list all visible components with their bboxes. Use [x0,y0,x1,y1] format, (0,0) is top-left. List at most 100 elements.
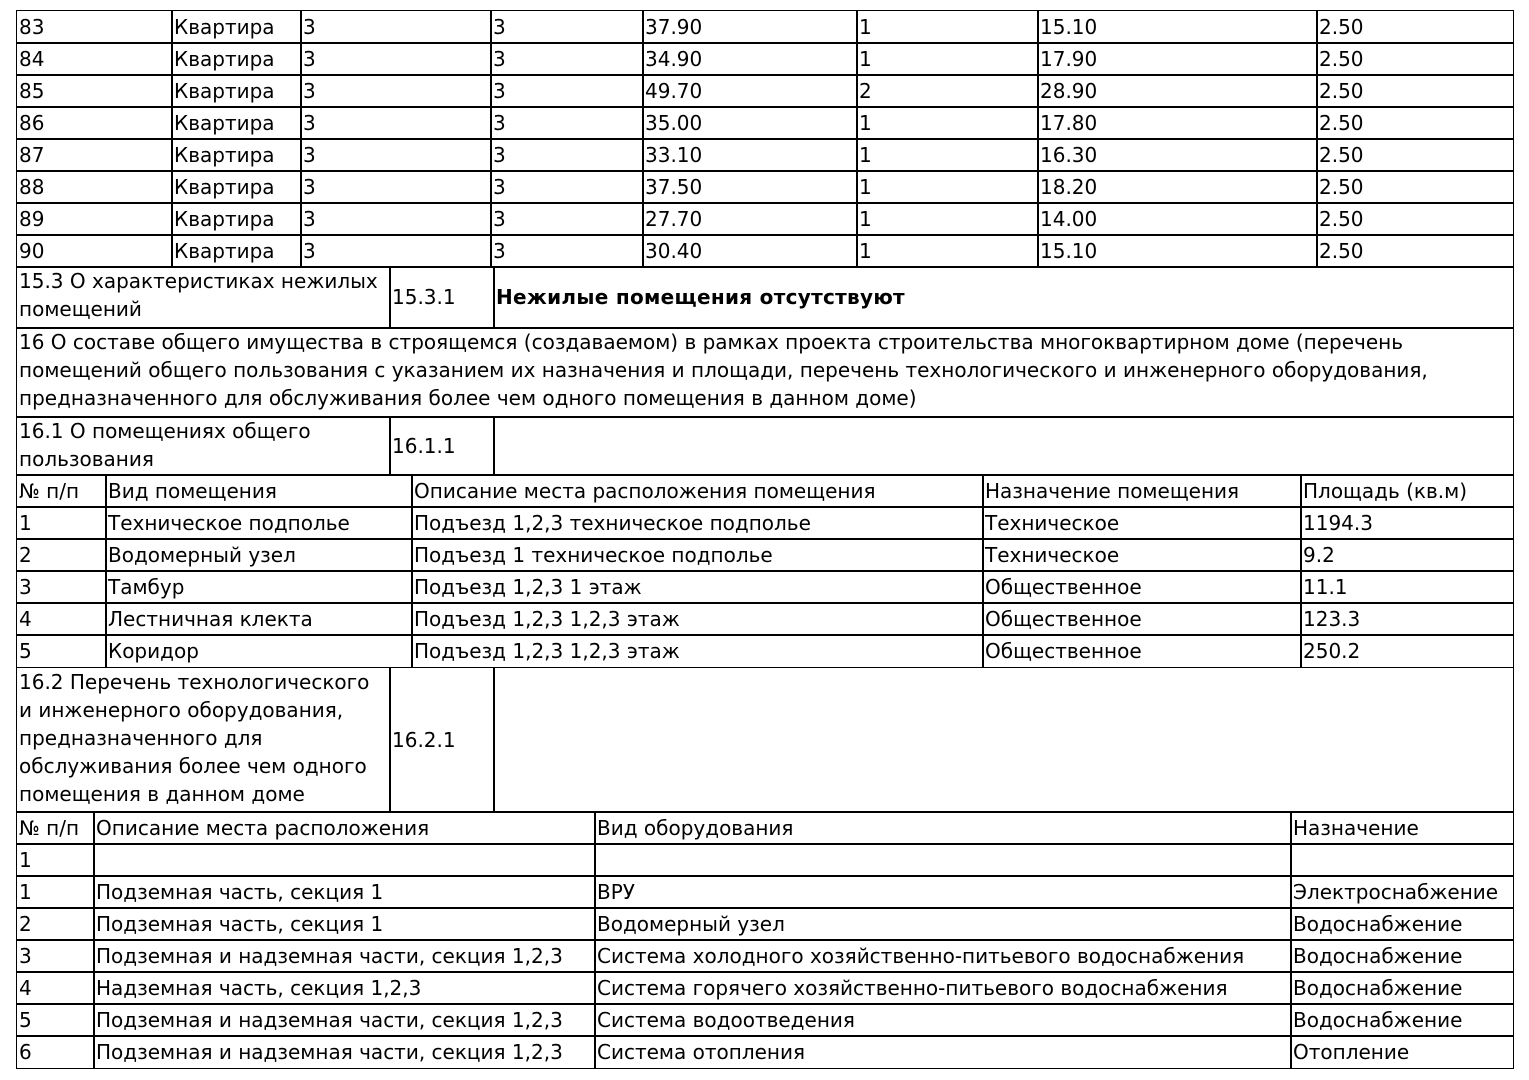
cell-text: Общественное [985,606,1142,631]
cell-text: Система холодного хозяйственно-питьевого… [597,943,1245,968]
table-cell: Водомерный узел [594,907,1292,941]
cell-text: 37.50 [645,174,703,199]
table-cell: 3 [300,234,492,268]
cell-text: Подъезд 1,2,3 1,2,3 этаж [414,606,680,631]
table-cell: 90 [16,234,173,268]
section-code: 16.1.1 [389,416,495,476]
cell-text: 3 [303,14,316,39]
cell-text: 1 [19,879,32,904]
cell-text: 5 [19,1007,32,1032]
cell-text: 85 [19,78,45,103]
table-cell: 86 [16,106,173,140]
section-code: 16.2.1 [389,667,495,813]
table-cell: 88 [16,170,173,204]
table-cell: Водоснабжение [1290,971,1514,1005]
table-cell: 16.30 [1037,138,1318,172]
table-cell: 85 [16,74,173,108]
cell-text: Общественное [985,638,1142,663]
table-cell: Надземная часть, секция 1,2,3 [93,971,596,1005]
table-cell: Лестничная клекта [105,602,413,636]
table-cell: Квартира [171,202,302,236]
cell-text: 35.00 [645,110,703,135]
cell-text: Водоснабжение [1293,911,1463,936]
table-cell: 3 [490,10,644,44]
cell-text: 86 [19,110,45,135]
table-cell: 3 [490,42,644,76]
header-cell: Площадь (кв.м) [1300,474,1514,508]
table-cell: 9.2 [1300,538,1514,572]
header-cell: Описание места расположения помещения [411,474,984,508]
table-cell: Подъезд 1,2,3 1,2,3 этаж [411,602,984,636]
cell-text: Техническое [985,542,1120,567]
table-cell: 2.50 [1316,202,1514,236]
cell-text: 3 [493,46,506,71]
table-cell [1290,843,1514,877]
table-cell: Подземная часть, секция 1 [93,907,596,941]
cell-text: 30.40 [645,238,703,263]
table-cell: 1 [856,10,1039,44]
cell-text: Описание места расположения помещения [414,478,876,503]
table-cell: Водомерный узел [105,538,413,572]
cell-text: 2.50 [1319,142,1364,167]
table-cell: Общественное [982,602,1302,636]
header-cell: Описание места расположения [93,811,596,845]
table-cell: 3 [16,939,95,973]
table-cell: Тамбур [105,570,413,604]
cell-text: 1 [19,847,32,872]
table-cell: Подземная часть, секция 1 [93,875,596,909]
cell-text: 3 [19,943,32,968]
cell-text: Площадь (кв.м) [1303,478,1468,503]
table-cell: 5 [16,634,107,668]
table-cell: Общественное [982,570,1302,604]
table-cell [594,843,1292,877]
cell-text: Коридор [108,638,199,663]
cell-text: 16.2 Перечень технологического и инженер… [19,670,370,806]
cell-text: 2.50 [1319,14,1364,39]
table-cell: Квартира [171,42,302,76]
cell-text: Подземная и надземная части, секция 1,2,… [96,943,563,968]
cell-text: 3 [303,238,316,263]
cell-text: Подъезд 1 техническое подполье [414,542,773,567]
cell-text: Отопление [1293,1039,1410,1064]
table-cell: 3 [16,570,107,604]
cell-text: Назначение помещения [985,478,1240,503]
cell-text: 88 [19,174,45,199]
cell-text: 2.50 [1319,46,1364,71]
cell-text: 2.50 [1319,78,1364,103]
table-cell: Подъезд 1 техническое подполье [411,538,984,572]
table-cell: 250.2 [1300,634,1514,668]
cell-text: 1 [859,174,872,199]
cell-text: 3 [303,78,316,103]
cell-text: 37.90 [645,14,703,39]
cell-text: Тамбур [108,574,185,599]
cell-text: Техническое подполье [108,510,350,535]
cell-text: 15.10 [1040,14,1098,39]
cell-text: 18.20 [1040,174,1098,199]
cell-text: 16.1 О помещениях общего пользования [19,419,311,471]
cell-text: № п/п [19,815,80,840]
table-cell: Водоснабжение [1290,1003,1514,1037]
section-text [493,416,1514,476]
table-cell: 123.3 [1300,602,1514,636]
section-heading: 16 О составе общего имущества в строящем… [16,327,1514,418]
cell-text: 1 [859,14,872,39]
cell-text: 5 [19,638,32,663]
table-cell: 1 [856,138,1039,172]
table-cell: Квартира [171,170,302,204]
cell-text: Описание места расположения [96,815,430,840]
table-cell: 18.20 [1037,170,1318,204]
cell-text: Техническое [985,510,1120,535]
cell-text: 33.10 [645,142,703,167]
table-cell: 3 [490,138,644,172]
table-cell: Водоснабжение [1290,939,1514,973]
table-cell: Подземная и надземная части, секция 1,2,… [93,939,596,973]
table-cell: 37.50 [642,170,858,204]
cell-text: Подземная и надземная части, секция 1,2,… [96,1039,563,1064]
table-cell: 3 [300,42,492,76]
cell-text: 15.3.1 [392,285,456,310]
cell-text: 2.50 [1319,174,1364,199]
cell-text: Надземная часть, секция 1,2,3 [96,975,422,1000]
table-cell: 3 [490,202,644,236]
cell-text: Квартира [174,78,275,103]
cell-text: 3 [303,206,316,231]
